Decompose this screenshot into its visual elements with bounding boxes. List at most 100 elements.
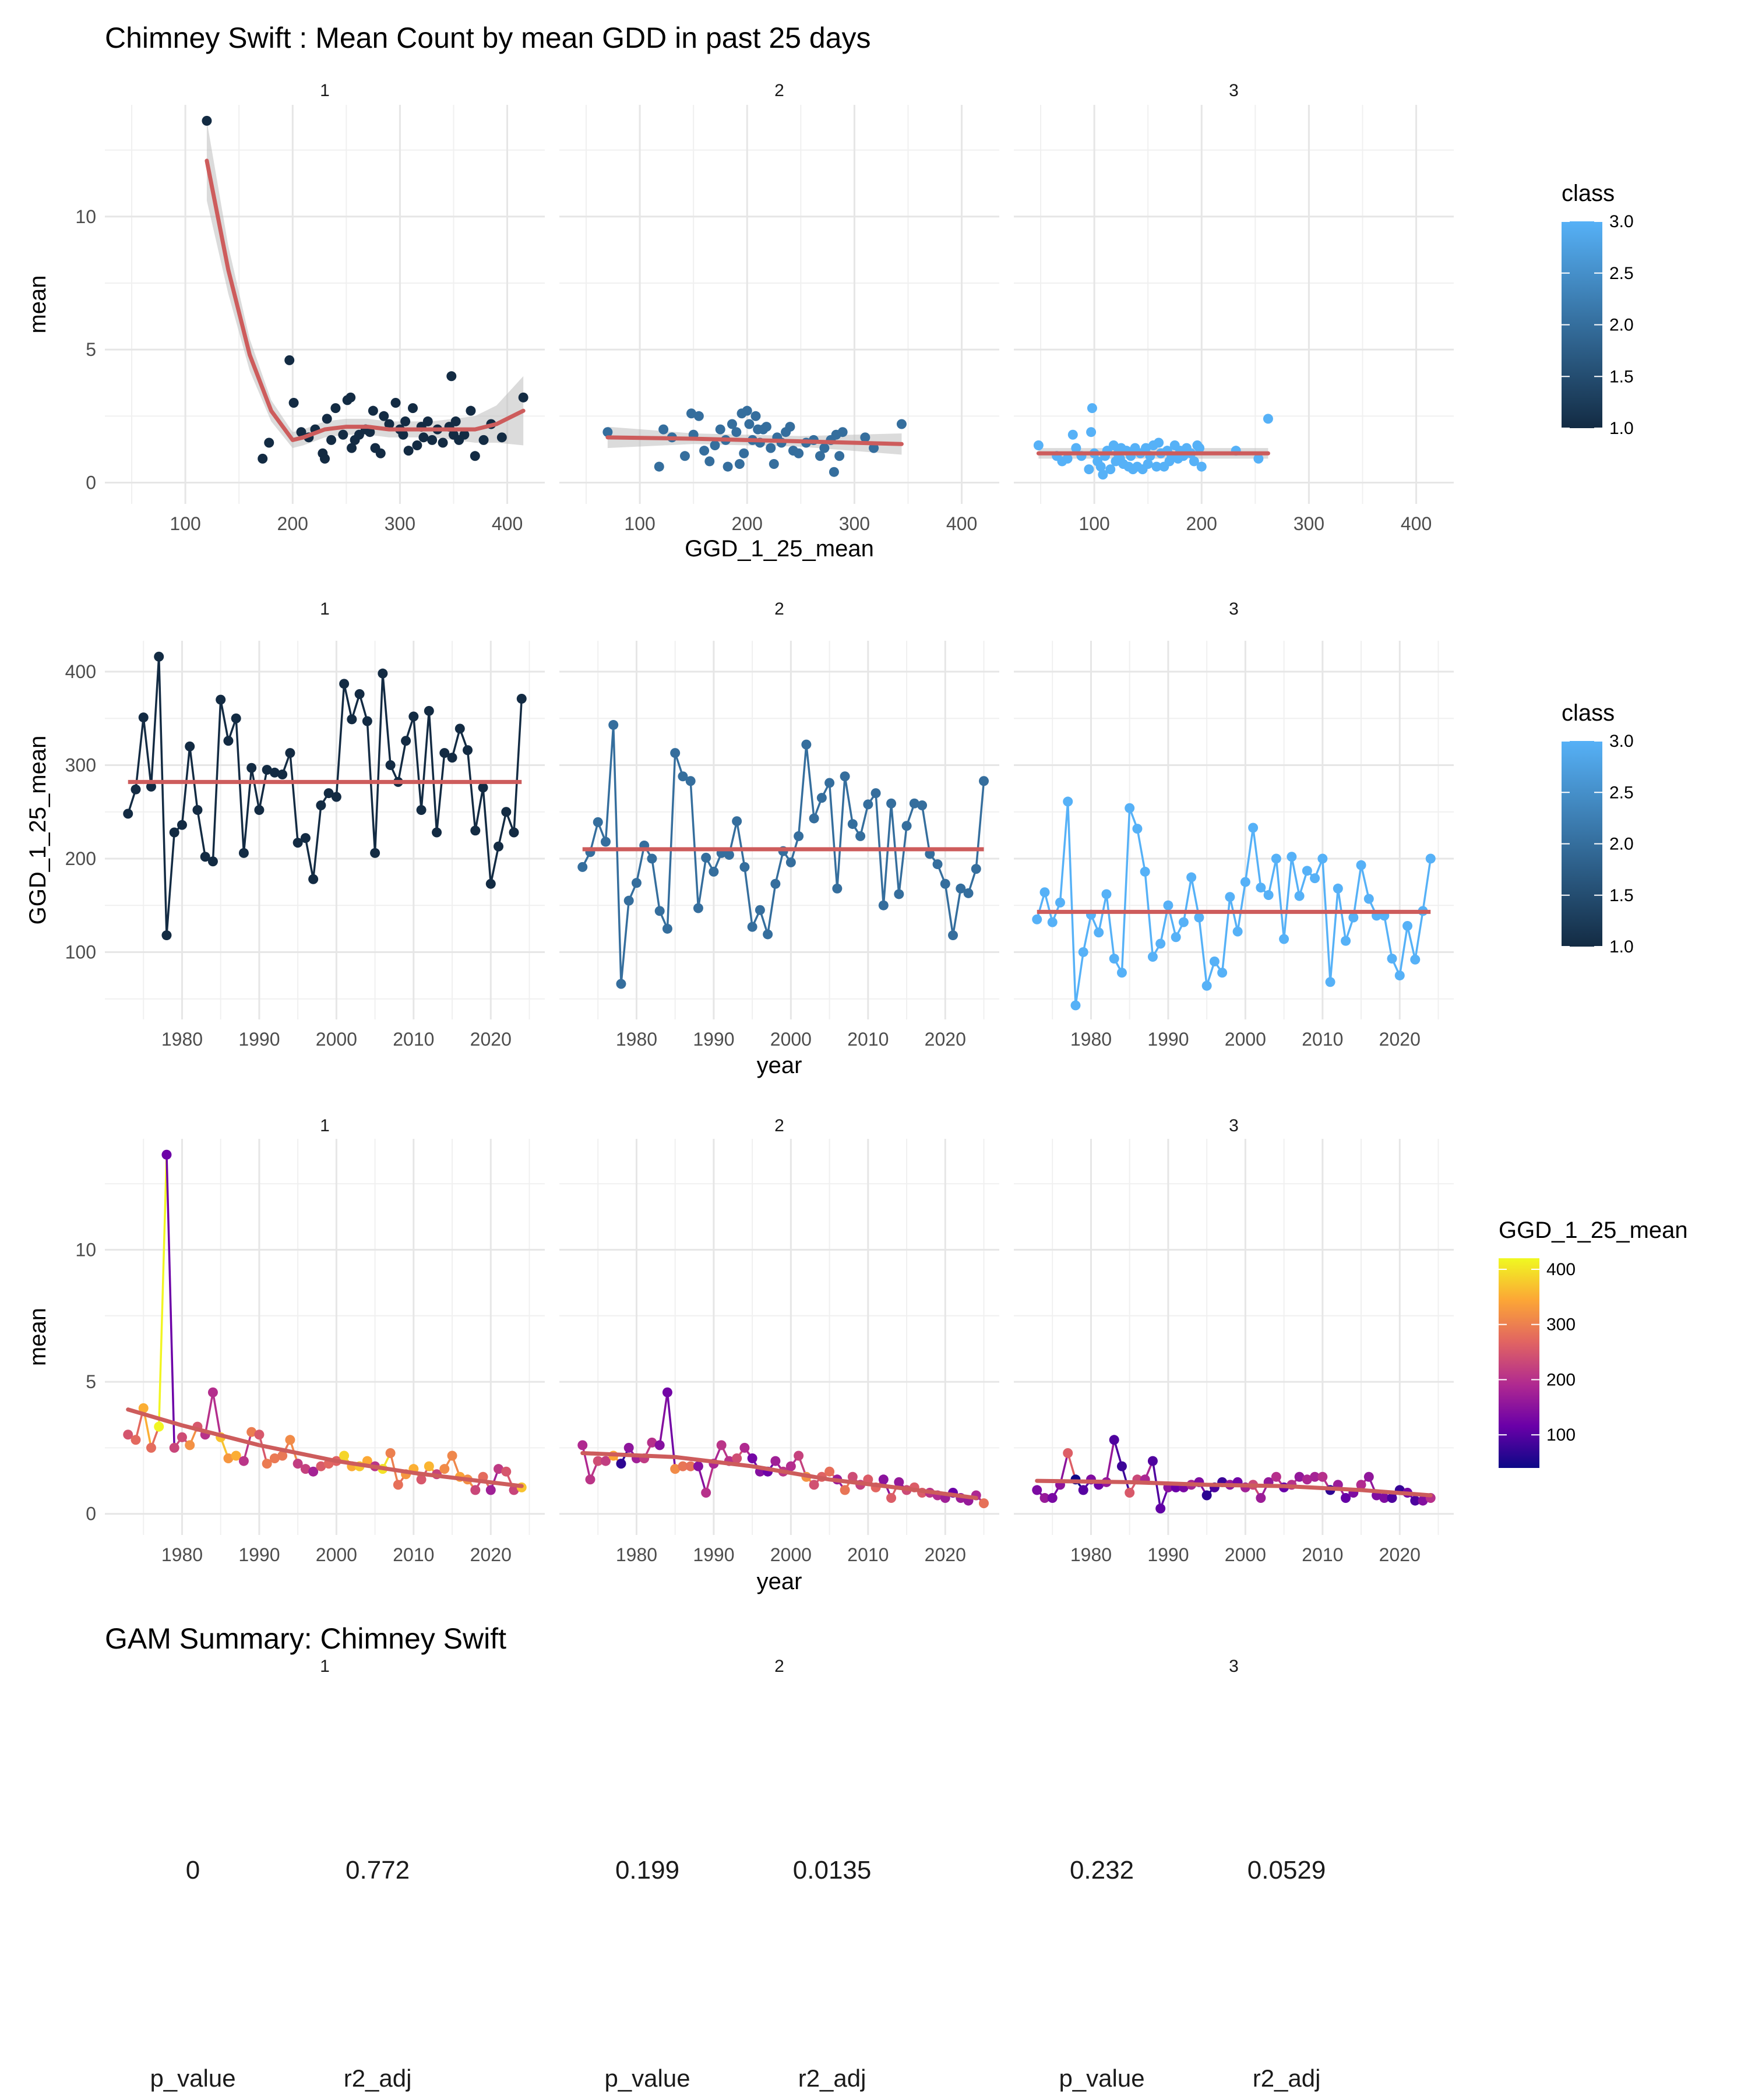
data-point xyxy=(1070,1000,1081,1011)
data-point xyxy=(231,713,241,723)
data-point xyxy=(1071,443,1081,453)
series-line xyxy=(1036,801,1432,1006)
data-point xyxy=(742,405,752,416)
data-point xyxy=(1047,917,1058,927)
data-point xyxy=(446,371,457,382)
series-line-segment xyxy=(582,1445,591,1480)
series-line-segment xyxy=(658,1392,669,1446)
data-point xyxy=(593,817,603,827)
data-point xyxy=(1425,853,1436,864)
data-point xyxy=(731,427,742,437)
data-point xyxy=(886,798,897,809)
y-tick-label: 5 xyxy=(86,339,96,360)
data-point xyxy=(901,821,912,831)
data-point xyxy=(368,405,378,416)
data-point xyxy=(770,878,781,889)
data-point xyxy=(288,397,299,408)
gam-fit-line xyxy=(1035,1478,1433,1498)
data-point xyxy=(685,776,696,786)
legend-row2: class 1.0 1.5 2.0 2.5 3.0 xyxy=(1562,700,1634,957)
legend-tick-label: 200 xyxy=(1546,1370,1576,1389)
gam-column-label: r2_adj xyxy=(1253,2064,1321,2092)
data-point xyxy=(837,427,848,437)
data-point xyxy=(1147,951,1158,962)
data-point xyxy=(485,878,496,889)
data-point xyxy=(1248,823,1259,833)
data-point xyxy=(331,792,341,802)
x-tick-label: 2000 xyxy=(316,1544,357,1565)
x-axis-title: GGD_1_25_mean xyxy=(685,536,874,562)
data-point xyxy=(727,419,737,429)
series-line-segment xyxy=(258,1434,268,1464)
data-point xyxy=(438,437,448,448)
legend-tick-label: 2.5 xyxy=(1609,783,1634,802)
data-point xyxy=(390,397,401,408)
data-point xyxy=(466,405,476,416)
x-axis-title: year xyxy=(757,1053,802,1078)
data-point xyxy=(1379,1493,1390,1503)
panel-row2-3: 3 1980 1990 2000 2010 2020 xyxy=(1014,599,1454,1050)
data-point xyxy=(300,833,311,843)
data-point xyxy=(494,841,504,852)
data-point xyxy=(1087,403,1097,414)
data-point xyxy=(161,1149,172,1160)
x-tick-label: 2010 xyxy=(847,1544,889,1565)
data-point xyxy=(1094,927,1104,938)
legend-tick-label: 3.0 xyxy=(1609,212,1634,231)
series-line-segment xyxy=(704,1463,715,1493)
data-point xyxy=(207,1387,218,1397)
data-point xyxy=(816,793,827,803)
data-point xyxy=(285,1435,295,1445)
x-tick-label: 100 xyxy=(624,513,655,534)
data-point xyxy=(1140,866,1150,877)
data-point xyxy=(1302,866,1312,876)
data-point xyxy=(439,748,450,758)
x-tick-label: 2010 xyxy=(1302,1544,1343,1565)
x-tick-label: 1980 xyxy=(616,1544,657,1565)
data-point xyxy=(763,929,773,940)
data-point xyxy=(154,1421,164,1432)
data-point xyxy=(416,804,427,815)
series-line-segment xyxy=(1105,1439,1115,1483)
legend-tick-label: 1.0 xyxy=(1609,937,1634,957)
data-point xyxy=(670,748,681,758)
legend-tick-label: 3.0 xyxy=(1609,732,1634,751)
data-point xyxy=(123,1430,133,1440)
data-point xyxy=(1294,891,1305,901)
data-point xyxy=(284,355,295,365)
data-point xyxy=(501,807,512,817)
data-point xyxy=(223,736,234,746)
data-point xyxy=(470,451,480,461)
data-point xyxy=(238,848,249,858)
data-point xyxy=(1032,1485,1042,1495)
data-point xyxy=(1101,889,1112,899)
data-point xyxy=(316,800,326,810)
gam-column-label: r2_adj xyxy=(798,2064,866,2092)
data-point xyxy=(254,804,265,815)
data-point xyxy=(450,416,461,426)
data-point xyxy=(393,1480,403,1490)
data-point xyxy=(146,1442,156,1453)
data-point xyxy=(647,853,657,864)
x-tick-label: 300 xyxy=(839,513,870,534)
panel-strip-label: 3 xyxy=(1229,599,1239,619)
x-tick-label: 2000 xyxy=(316,1029,357,1050)
data-point xyxy=(1067,429,1078,440)
data-point xyxy=(734,459,745,469)
data-point xyxy=(693,411,704,421)
x-tick-label: 2020 xyxy=(470,1029,512,1050)
data-point xyxy=(809,1480,819,1490)
data-point xyxy=(238,1456,249,1466)
data-point xyxy=(447,1450,457,1461)
x-tick-label: 200 xyxy=(277,513,308,534)
data-point xyxy=(785,857,796,867)
x-tick-label: 1990 xyxy=(693,1029,734,1050)
data-point xyxy=(801,739,812,750)
x-tick-label: 1980 xyxy=(161,1544,203,1565)
data-point xyxy=(724,850,734,860)
data-point xyxy=(1125,1487,1135,1498)
x-tick-label: 400 xyxy=(492,513,523,534)
data-point xyxy=(518,392,528,403)
data-point xyxy=(860,432,871,443)
data-point xyxy=(894,889,904,899)
